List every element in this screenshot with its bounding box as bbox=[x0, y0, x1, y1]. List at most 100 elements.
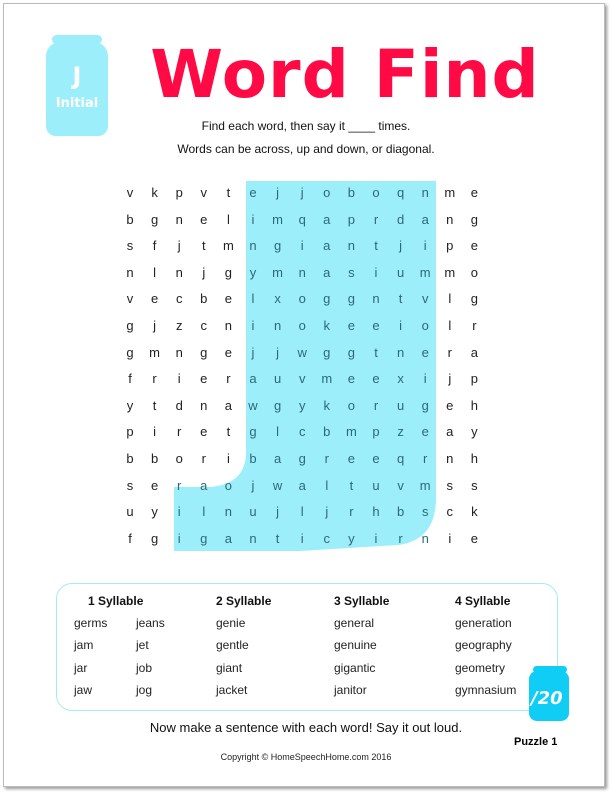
grid-letter: j bbox=[300, 185, 304, 200]
grid-letter: r bbox=[226, 371, 231, 387]
grid-letter: r bbox=[177, 477, 182, 493]
grid-letter: e bbox=[150, 477, 159, 493]
grid-letter: n bbox=[446, 451, 454, 466]
grid-letter: n bbox=[249, 530, 257, 546]
grid-letter: a bbox=[446, 424, 454, 440]
copyright: Copyright © HomeSpeechHome.com 2016 bbox=[220, 752, 392, 762]
word-item: genie bbox=[216, 616, 246, 630]
grid-letter: g bbox=[347, 344, 355, 360]
grid-letter: o bbox=[224, 477, 232, 493]
grid-letter: n bbox=[224, 504, 232, 520]
grid-letter: y bbox=[298, 397, 306, 413]
grid-letter: o bbox=[470, 264, 478, 280]
grid-letter: e bbox=[224, 344, 232, 360]
grid-letter: e bbox=[372, 451, 380, 466]
grid-letter: n bbox=[175, 211, 183, 227]
grid-letter: b bbox=[126, 451, 134, 466]
grid-letter: j bbox=[202, 264, 206, 280]
grid-letter: p bbox=[175, 185, 183, 200]
grid-letter: t bbox=[374, 344, 378, 360]
sentence-prompt: Now make a sentence with each word! Say … bbox=[149, 720, 463, 735]
syllable-header: 3 Syllable bbox=[334, 594, 390, 608]
grid-letter: v bbox=[421, 291, 429, 307]
grid-letter: u bbox=[249, 504, 257, 520]
grid-letter: o bbox=[421, 318, 429, 333]
grid-letter: n bbox=[421, 530, 429, 546]
grid-letter: q bbox=[396, 185, 405, 200]
word-list-box bbox=[56, 583, 558, 711]
puzzle-label: Puzzle 1 bbox=[514, 736, 558, 748]
syllable-header: 4 Syllable bbox=[455, 594, 511, 608]
grid-letter: m bbox=[419, 264, 431, 280]
grid-letter: i bbox=[177, 371, 181, 387]
grid-letter: a bbox=[224, 397, 232, 413]
grid-letter: o bbox=[298, 291, 306, 307]
grid-letter: y bbox=[151, 504, 158, 520]
grid-letter: s bbox=[126, 238, 134, 254]
grid-letter: b bbox=[200, 291, 208, 307]
word-item: geography bbox=[455, 638, 512, 653]
grid-letter: r bbox=[447, 344, 452, 360]
grid-letter: i bbox=[300, 530, 304, 546]
grid-letter: g bbox=[273, 397, 282, 413]
grid-letter: n bbox=[175, 264, 183, 280]
grid-letter: k bbox=[323, 318, 331, 333]
grid-letter: n bbox=[372, 291, 380, 307]
grid-letter: t bbox=[275, 530, 280, 546]
grid-letter: l bbox=[448, 291, 452, 307]
grid-letter: u bbox=[126, 504, 134, 520]
grid-letter: g bbox=[249, 424, 257, 440]
grid-letter: t bbox=[152, 397, 157, 413]
grid-letter: s bbox=[471, 477, 478, 493]
word-item: jaw bbox=[74, 682, 93, 697]
grid-letter: j bbox=[251, 477, 255, 493]
grid-letter: z bbox=[175, 318, 183, 333]
grid-letter: j bbox=[276, 185, 280, 200]
grid-letter: b bbox=[249, 451, 257, 466]
grid-letter: u bbox=[396, 264, 405, 280]
word-item: jar bbox=[74, 660, 88, 675]
grid-letter: t bbox=[226, 185, 231, 200]
grid-letter: r bbox=[472, 318, 477, 333]
grid-letter: m bbox=[272, 211, 284, 227]
grid-letter: c bbox=[446, 504, 454, 520]
grid-letter: g bbox=[200, 344, 208, 360]
grid-letter: p bbox=[446, 238, 454, 254]
grid-letter: r bbox=[201, 451, 206, 466]
grid-letter: s bbox=[126, 477, 134, 493]
grid-letter: v bbox=[397, 477, 404, 493]
grid-letter: e bbox=[421, 344, 429, 360]
grid-letter: r bbox=[373, 397, 379, 413]
grid-letter: j bbox=[448, 371, 452, 387]
grid-letter: g bbox=[470, 291, 478, 307]
grid-letter: r bbox=[349, 504, 354, 520]
word-item: generation bbox=[455, 616, 512, 630]
grid-letter: t bbox=[349, 477, 354, 493]
grid-letter: g bbox=[224, 264, 232, 280]
word-item: jeans bbox=[136, 616, 165, 630]
grid-letter: i bbox=[374, 264, 378, 280]
grid-letter: r bbox=[152, 371, 157, 387]
grid-letter: y bbox=[348, 530, 355, 546]
grid-letter: g bbox=[421, 397, 429, 413]
grid-letter: v bbox=[126, 291, 134, 307]
grid-letter: j bbox=[276, 344, 280, 360]
grid-letter: g bbox=[200, 530, 208, 546]
grid-letter: e bbox=[372, 318, 380, 333]
grid-letter: e bbox=[347, 451, 355, 466]
grid-letter: o bbox=[175, 451, 183, 466]
grid-letter: x bbox=[274, 291, 281, 307]
word-item: giant bbox=[216, 660, 243, 675]
grid-letter: e bbox=[421, 424, 429, 440]
grid-letter: i bbox=[423, 238, 427, 254]
grid-letter: o bbox=[347, 397, 355, 413]
grid-letter: m bbox=[444, 185, 456, 200]
grid-letter: n bbox=[298, 264, 306, 280]
grid-letter: j bbox=[153, 318, 157, 333]
grid-letter: b bbox=[126, 211, 134, 227]
grid-letter: b bbox=[396, 504, 405, 520]
grid-letter: i bbox=[177, 530, 181, 546]
grid-letter: e bbox=[249, 185, 257, 200]
grid-letter: n bbox=[224, 318, 232, 333]
